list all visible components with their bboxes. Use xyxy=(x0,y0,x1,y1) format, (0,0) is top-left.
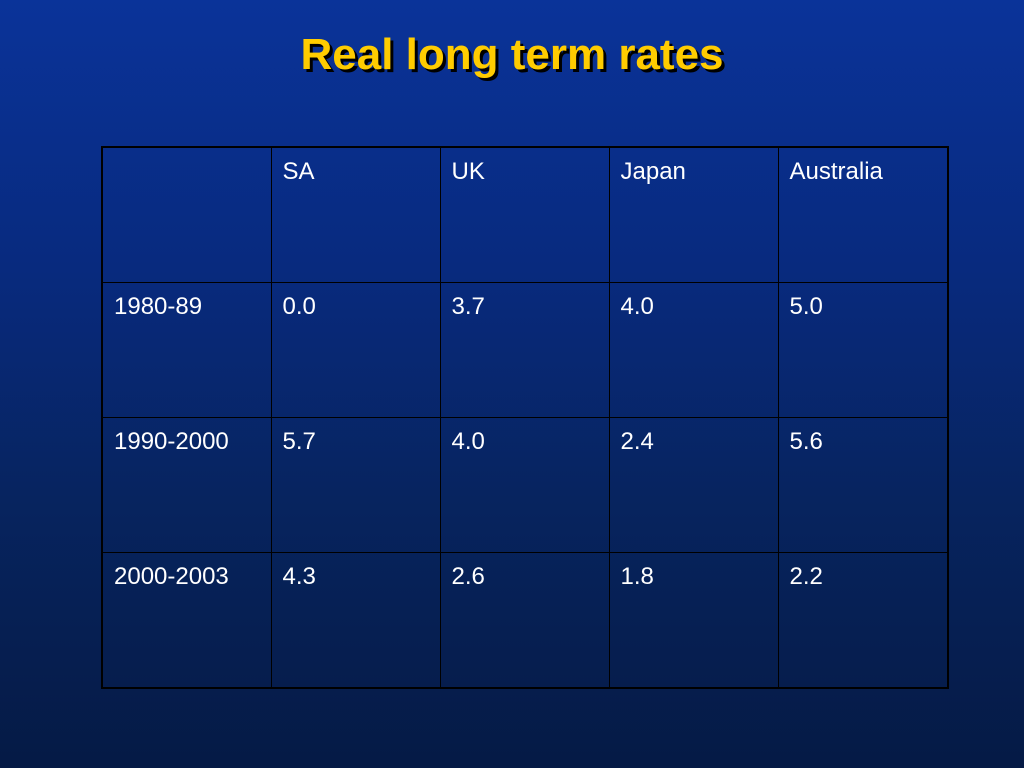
period-cell: 2000-2003 xyxy=(101,552,272,689)
table-row: 2000-2003 4.3 2.6 1.8 2.2 xyxy=(101,552,949,689)
rate-cell: 0.0 xyxy=(270,282,441,418)
table-row: 1990-2000 5.7 4.0 2.4 5.6 xyxy=(101,417,949,553)
header-cell-empty xyxy=(101,146,272,283)
rate-cell: 2.4 xyxy=(608,417,779,553)
period-cell: 1980-89 xyxy=(101,282,272,418)
slide-title: Real long term rates xyxy=(300,30,724,79)
rate-cell: 5.0 xyxy=(777,282,949,418)
rate-cell: 2.6 xyxy=(439,552,610,689)
header-cell-japan: Japan xyxy=(608,146,779,283)
rate-cell: 4.0 xyxy=(608,282,779,418)
table-header-row: SA UK Japan Australia xyxy=(101,146,949,283)
rates-table: SA UK Japan Australia 1980-89 0.0 3.7 4.… xyxy=(101,146,949,689)
table-row: 1980-89 0.0 3.7 4.0 5.0 xyxy=(101,282,949,418)
rate-cell: 5.6 xyxy=(777,417,949,553)
rate-cell: 4.0 xyxy=(439,417,610,553)
rate-cell: 1.8 xyxy=(608,552,779,689)
rate-cell: 5.7 xyxy=(270,417,441,553)
header-cell-uk: UK xyxy=(439,146,610,283)
header-cell-sa: SA xyxy=(270,146,441,283)
rate-cell: 3.7 xyxy=(439,282,610,418)
period-cell: 1990-2000 xyxy=(101,417,272,553)
header-cell-australia: Australia xyxy=(777,146,949,283)
rate-cell: 2.2 xyxy=(777,552,949,689)
rate-cell: 4.3 xyxy=(270,552,441,689)
